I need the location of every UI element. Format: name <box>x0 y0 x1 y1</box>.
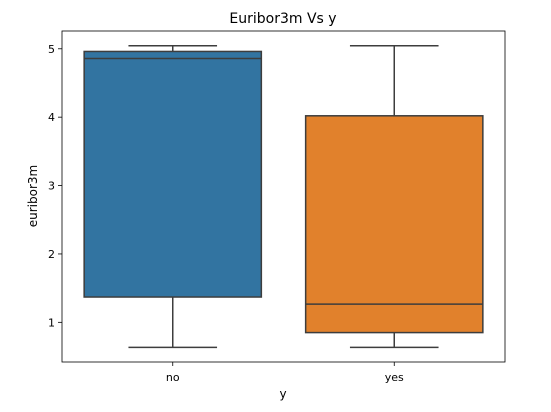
y-tick-label-1: 1 <box>48 316 55 329</box>
y-tick-label-2: 2 <box>48 248 55 261</box>
x-tick-label-no: no <box>166 371 180 384</box>
y-tick-label-5: 5 <box>48 43 55 56</box>
box-body-yes <box>304 115 484 334</box>
x-tick-label-yes: yes <box>385 371 404 384</box>
y-tick-label-3: 3 <box>48 180 55 193</box>
y-axis-label: euribor3m <box>26 165 40 227</box>
chart-title: Euribor3m Vs y <box>229 11 336 27</box>
x-axis: no yes <box>166 362 404 384</box>
boxes-layer <box>83 44 484 349</box>
box-yes <box>304 44 484 349</box>
y-axis: 1 2 3 4 5 <box>48 43 62 329</box>
box-body-no <box>83 50 263 298</box>
box-no <box>83 44 263 349</box>
x-axis-label: y <box>279 387 286 401</box>
y-tick-label-4: 4 <box>48 111 55 124</box>
